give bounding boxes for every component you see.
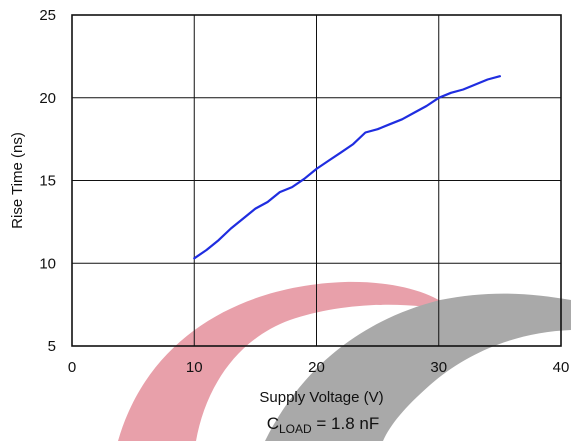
x-tick-label: 20 — [308, 359, 325, 376]
y-tick-labels: 5 10 15 20 25 — [39, 7, 56, 355]
x-tick-label: 10 — [186, 359, 203, 376]
x-tick-label: 0 — [68, 359, 76, 376]
watermark-gray-swoosh — [265, 293, 571, 441]
x-tick-label: 30 — [430, 359, 447, 376]
series-line — [193, 75, 501, 260]
y-tick-label: 20 — [39, 90, 56, 107]
y-tick-label: 25 — [39, 7, 56, 24]
y-tick-label: 10 — [39, 255, 56, 272]
y-axis-label: Rise Time (ns) — [9, 132, 26, 229]
annotation-base: C — [267, 414, 279, 433]
x-tick-label: 40 — [553, 359, 570, 376]
watermark-logo — [118, 281, 571, 441]
plot-frame — [71, 14, 562, 347]
annotation-subscript: LOAD — [279, 422, 312, 436]
x-tick-labels: 0 10 20 30 40 — [68, 359, 570, 376]
load-capacitance-annotation: CLOAD = 1.8 nF — [267, 414, 380, 436]
x-axis-label: Supply Voltage (V) — [259, 389, 383, 406]
y-tick-label: 15 — [39, 173, 56, 190]
watermark-red-swoosh — [118, 281, 455, 441]
y-tick-label: 5 — [48, 338, 56, 355]
annotation-value: = 1.8 nF — [312, 414, 380, 433]
grid-lines — [72, 15, 561, 346]
